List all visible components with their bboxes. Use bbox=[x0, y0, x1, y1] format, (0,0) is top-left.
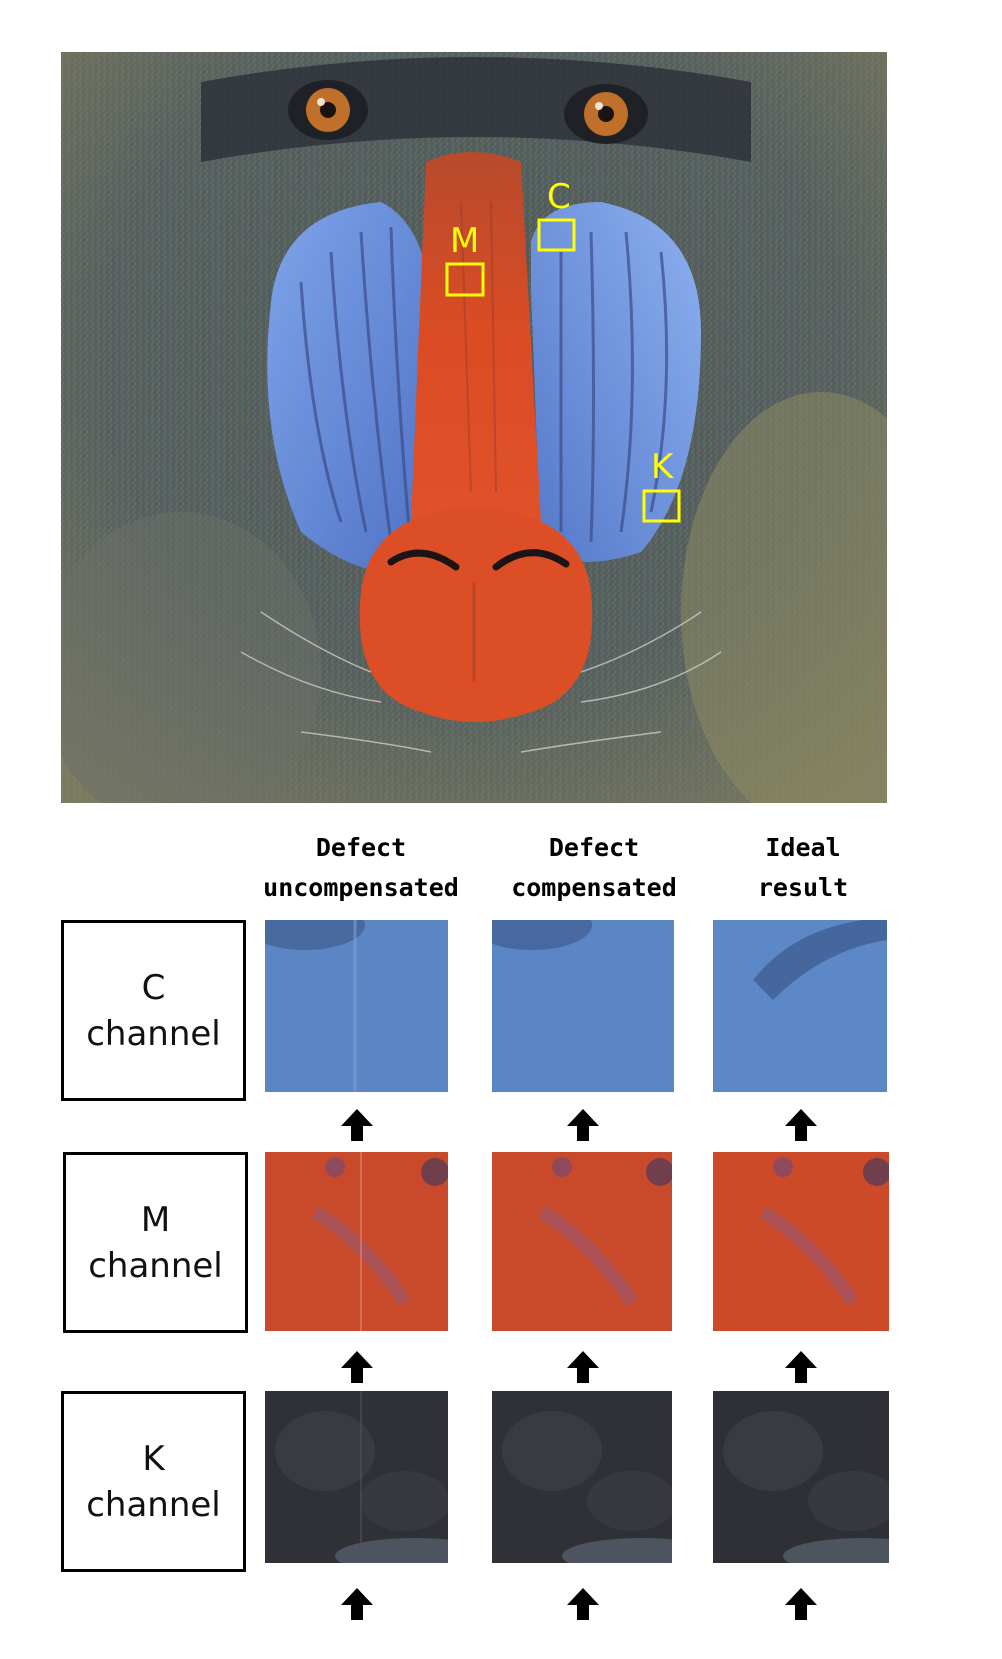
roi-box-k bbox=[642, 489, 681, 523]
up-arrow-icon bbox=[567, 1588, 599, 1620]
roi-label-m: M bbox=[450, 221, 480, 261]
patch-c-ideal bbox=[713, 920, 887, 1092]
patch-m-compensated bbox=[492, 1152, 672, 1331]
patch-k-compensated bbox=[492, 1391, 672, 1563]
up-arrow-icon bbox=[341, 1109, 373, 1141]
patch-c-compensated bbox=[492, 920, 674, 1092]
up-arrow-icon bbox=[567, 1351, 599, 1383]
patch-m-ideal bbox=[713, 1152, 889, 1331]
roi-box-m bbox=[445, 262, 485, 297]
patch-c-uncompensated bbox=[265, 920, 448, 1092]
column-header-ideal: Ideal result bbox=[757, 833, 849, 902]
up-arrow-icon bbox=[341, 1588, 373, 1620]
patch-m-uncompensated bbox=[265, 1152, 448, 1331]
up-arrow-icon bbox=[341, 1351, 373, 1383]
up-arrow-icon bbox=[567, 1109, 599, 1141]
patch-k-uncompensated bbox=[265, 1391, 448, 1563]
roi-label-c: C bbox=[547, 177, 571, 217]
roi-box-c bbox=[537, 218, 576, 252]
mandrill-photo: C M K bbox=[61, 52, 887, 803]
column-header-uncompensated: Defect uncompensated bbox=[263, 833, 459, 902]
mandrill-illustration bbox=[61, 52, 887, 803]
up-arrow-icon bbox=[785, 1109, 817, 1141]
patch-k-ideal bbox=[713, 1391, 889, 1563]
column-header-compensated: Defect compensated bbox=[511, 833, 677, 902]
roi-label-k: K bbox=[651, 447, 674, 487]
up-arrow-icon bbox=[785, 1351, 817, 1383]
up-arrow-icon bbox=[785, 1588, 817, 1620]
